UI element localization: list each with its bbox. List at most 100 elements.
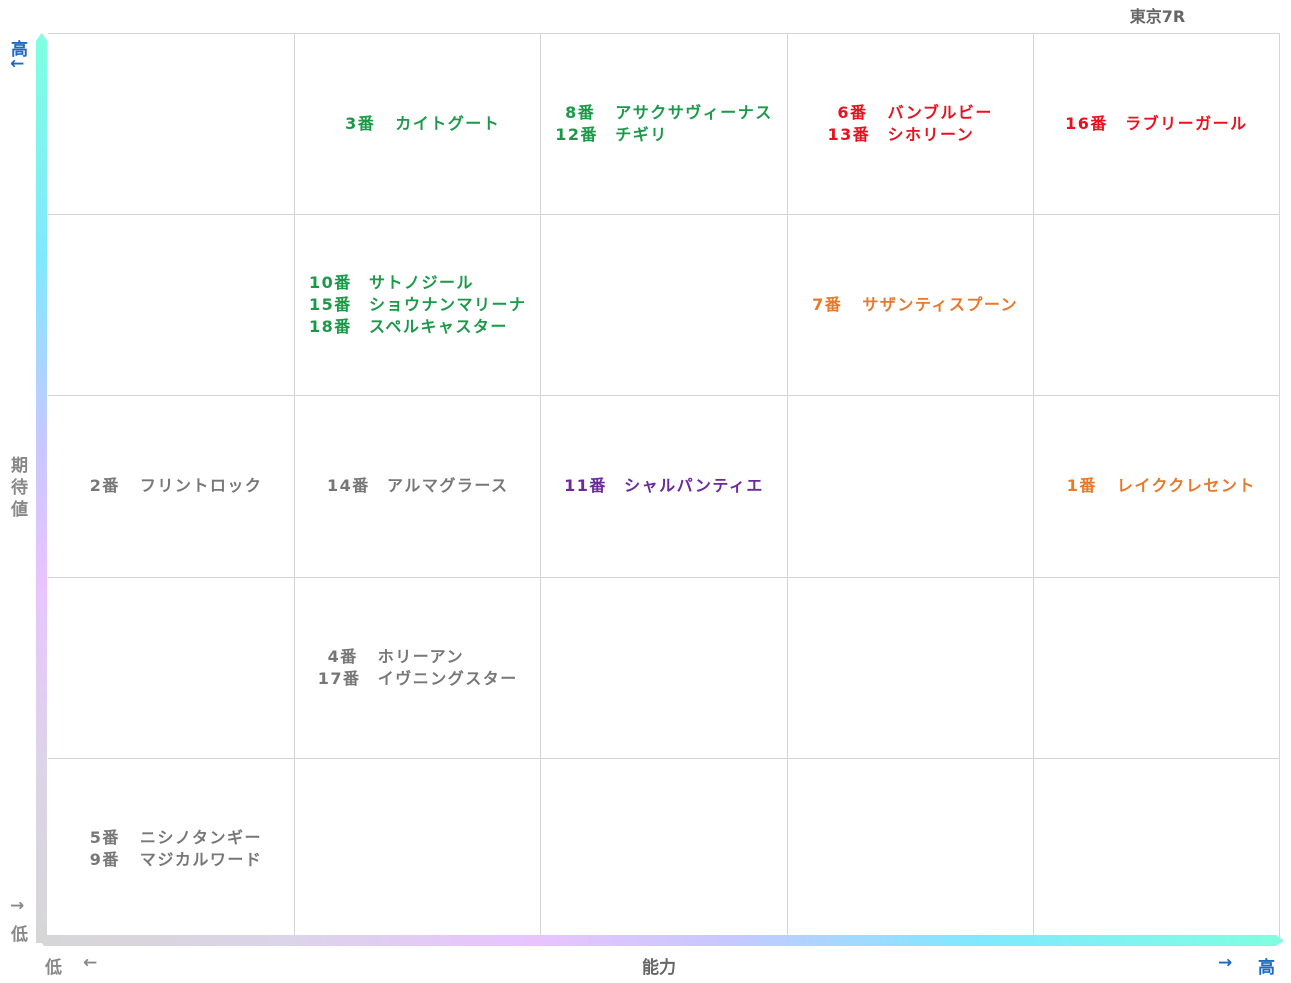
horse-number: 17番: [317, 668, 361, 688]
horse-name: スペルキャスター: [369, 317, 508, 337]
grid-cell: [1032, 215, 1279, 397]
matrix-grid: 3番 カイトグート 8番 アサクサヴィーナス 12番 チギリ 6番 バンブルビー 13番 シホリー…: [48, 33, 1280, 940]
horse-list: 6番 バンブルビー 13番 シホリーン: [828, 102, 993, 146]
horse-number: 16番: [1065, 114, 1108, 134]
horse-number: 15番: [309, 295, 352, 315]
x-axis-arrow: [36, 935, 1284, 946]
horse-entry: 8番 アサクサヴィーナス: [555, 102, 773, 124]
horse-entry: 7番 サザンティスプーン: [802, 294, 1018, 316]
grid-cell: [48, 578, 295, 759]
grid-cell: 2番 フリントロック: [48, 396, 295, 578]
y-axis-high-arrow: ←: [10, 54, 25, 74]
grid-cell: [1032, 758, 1279, 940]
horse-name: フリントロック: [139, 476, 263, 496]
horse-name: アルマグラース: [387, 476, 509, 496]
horse-name: カイトグート: [395, 114, 501, 134]
horse-name: イヴニングスター: [377, 668, 518, 688]
horse-entry: 16番 ラブリーガール: [1065, 113, 1248, 135]
chart-title: 東京7R: [1129, 7, 1186, 26]
horse-entry: 18番 スペルキャスター: [309, 316, 527, 338]
grid-cell: 11番 シャルパンティエ: [540, 396, 787, 578]
horse-number: 11番: [564, 476, 607, 496]
grid-cell: 5番 ニシノタンギー 9番 マジカルワード: [48, 759, 294, 940]
horse-list: 10番 サトノジール 15番 ショウナンマリーナ 18番 スペルキャスター: [309, 272, 527, 338]
horse-name: チギリ: [615, 125, 668, 145]
grid-cell: 7番 サザンティスプーン: [786, 215, 1033, 397]
y-axis-low-label: 低: [11, 925, 28, 945]
grid-cell: 4番 ホリーアン 17番 イヴニングスター: [294, 577, 541, 759]
grid-cell: [294, 758, 540, 940]
grid-cell: 3番 カイトグート: [294, 34, 541, 216]
horse-entry: 3番 カイトグート: [335, 113, 500, 135]
horse-entry: 1番 レイククレセント: [1057, 475, 1256, 497]
horse-entry: 4番 ホリーアン: [318, 646, 518, 668]
horse-entry: 2番 フリントロック: [80, 475, 263, 497]
grid-cell: 16番 ラブリーガール: [1032, 34, 1279, 216]
horse-entry: 5番 ニシノタンギー: [80, 827, 263, 849]
horse-list: 11番 シャルパンティエ: [564, 475, 764, 497]
y-axis-arrow: [36, 33, 47, 943]
horse-number: 5番: [89, 828, 120, 848]
grid-cell: [540, 577, 787, 759]
horse-number: 2番: [89, 476, 120, 496]
horse-list: 7番 サザンティスプーン: [802, 294, 1018, 316]
x-axis-title: 能力: [642, 958, 676, 978]
horse-entry: 13番 シホリーン: [828, 124, 993, 146]
horse-list: 16番 ラブリーガール: [1065, 113, 1248, 135]
y-axis-high-label: 高: [11, 40, 28, 60]
grid-cell: [48, 34, 295, 216]
horse-number: 6番: [837, 103, 868, 123]
horse-number: 9番: [89, 850, 120, 870]
horse-list: 4番 ホリーアン 17番 イヴニングスター: [318, 646, 518, 690]
grid-cell: [786, 396, 1033, 578]
horse-number: 10番: [309, 273, 352, 293]
horse-name: アサクサヴィーナス: [615, 103, 773, 123]
horse-list: 1番 レイククレセント: [1057, 475, 1256, 497]
horse-name: ホリーアン: [377, 646, 465, 666]
x-axis-high-arrow: →: [1218, 953, 1233, 973]
horse-name: サザンティスプーン: [862, 295, 1019, 315]
x-axis-low-label: 低: [45, 958, 62, 978]
horse-list: 2番 フリントロック: [80, 475, 263, 497]
grid-cell: [786, 758, 1033, 940]
horse-list: 3番 カイトグート: [335, 113, 500, 135]
horse-name: ラブリーガール: [1125, 114, 1248, 134]
grid-cell: [48, 215, 295, 397]
horse-entry: 10番 サトノジール: [309, 272, 527, 294]
horse-list: 5番 ニシノタンギー 9番 マジカルワード: [80, 827, 263, 871]
horse-entry: 14番 アルマグラース: [327, 475, 509, 497]
horse-name: バンブルビー: [887, 103, 993, 123]
y-axis-title: 期待値: [11, 456, 28, 520]
horse-entry: 9番 マジカルワード: [80, 849, 263, 871]
grid-cell: 1番 レイククレセント: [1032, 396, 1279, 578]
horse-number: 13番: [827, 125, 871, 145]
y-axis-low-arrow: →: [10, 896, 25, 916]
grid-cell: 14番 アルマグラース: [294, 396, 541, 578]
horse-number: 12番: [555, 125, 599, 145]
grid-cell: 6番 バンブルビー 13番 シホリーン: [786, 34, 1033, 216]
horse-name: シホリーン: [887, 125, 975, 145]
horse-name: レイククレセント: [1116, 476, 1256, 496]
grid-cell: 10番 サトノジール 15番 ショウナンマリーナ 18番 スペルキャスター: [294, 215, 541, 397]
horse-entry: 11番 シャルパンティエ: [564, 475, 764, 497]
horse-number: 18番: [309, 317, 352, 337]
horse-name: サトノジール: [369, 273, 475, 293]
horse-entry: 12番 チギリ: [555, 124, 773, 146]
horse-number: 14番: [327, 476, 370, 496]
horse-number: 8番: [565, 103, 596, 123]
horse-entry: 6番 バンブルビー: [828, 102, 993, 124]
grid-cell: 8番 アサクサヴィーナス 12番 チギリ: [540, 34, 787, 216]
horse-name: ショウナンマリーナ: [369, 295, 527, 315]
horse-entry: 15番 ショウナンマリーナ: [309, 294, 527, 316]
x-axis-high-label: 高: [1258, 958, 1275, 978]
grid-cell: [540, 758, 786, 940]
horse-name: ニシノタンギー: [139, 828, 263, 848]
grid-cell: [540, 215, 787, 397]
grid-cell: [786, 577, 1033, 759]
horse-entry: 17番 イヴニングスター: [318, 668, 518, 690]
horse-number: 1番: [1066, 476, 1097, 496]
horse-list: 14番 アルマグラース: [327, 475, 509, 497]
x-axis-low-arrow: ←: [83, 953, 98, 973]
horse-name: マジカルワード: [139, 850, 263, 870]
grid-cell: [1032, 577, 1279, 759]
